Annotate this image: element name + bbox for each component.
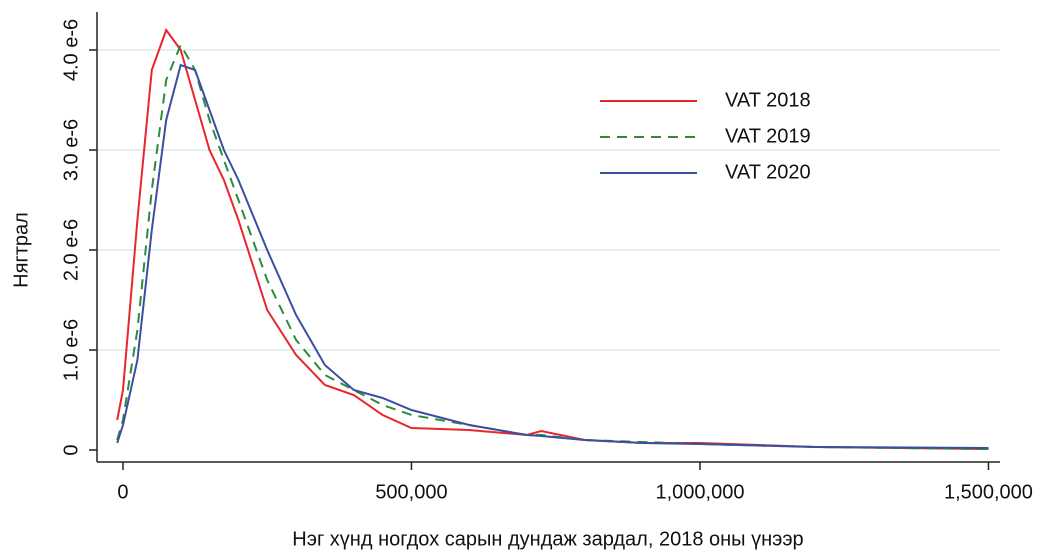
- x-tick-label: 1,500,000: [944, 481, 1033, 503]
- y-tick-label: 4.0 e-6: [60, 19, 82, 81]
- x-tick-label: 0: [117, 481, 128, 503]
- legend-label: VAT 2018: [725, 89, 811, 111]
- y-tick-label: 2.0 e-6: [60, 219, 82, 281]
- y-axis-title: Нягтрал: [10, 212, 32, 288]
- series-line: [116, 63, 989, 449]
- x-tick-label: 500,000: [375, 481, 447, 503]
- legend-label: VAT 2019: [725, 125, 811, 147]
- y-tick-label: 0: [60, 444, 82, 455]
- legend-label: VAT 2020: [725, 161, 811, 183]
- x-axis-title: Нэг хүнд ногдох сарын дундаж зардал, 201…: [292, 528, 803, 550]
- series-line: [116, 27, 989, 450]
- y-tick-label: 1.0 e-6: [60, 319, 82, 381]
- x-tick-label: 1,000,000: [655, 481, 744, 503]
- y-tick-label: 3.0 e-6: [60, 119, 82, 181]
